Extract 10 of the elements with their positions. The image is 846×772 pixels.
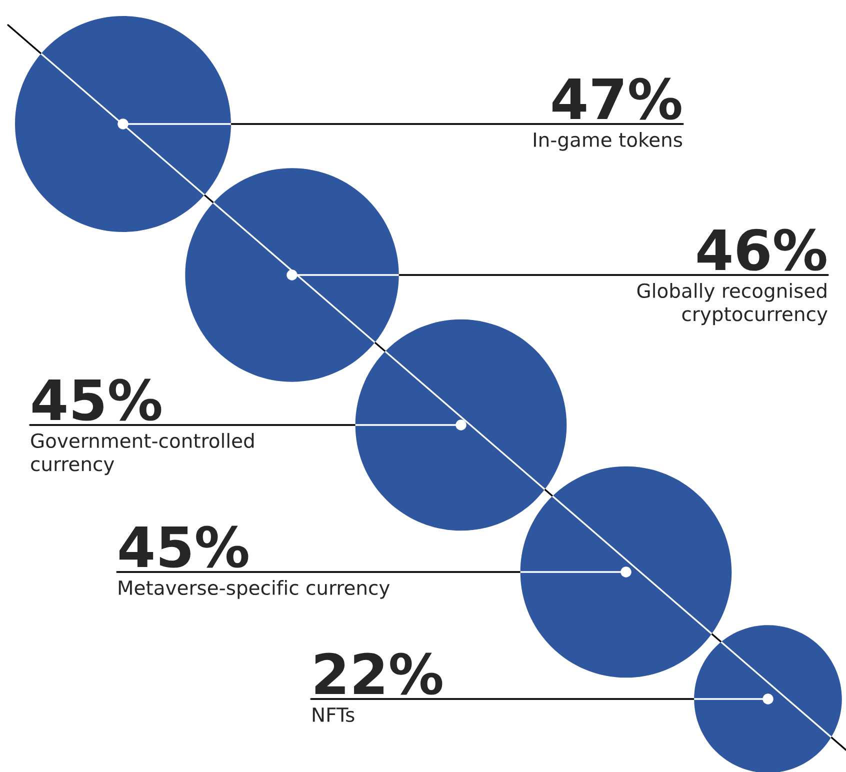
category-label: Government-controlled currency bbox=[31, 433, 254, 476]
data-label: 45% bbox=[32, 378, 162, 421]
category-label: Globally recognised cryptocurrency bbox=[637, 283, 828, 326]
data-label: 22% bbox=[315, 652, 442, 695]
data-label: 46% bbox=[698, 228, 826, 271]
category-label: NFTs bbox=[312, 708, 354, 722]
data-label: 45% bbox=[120, 526, 248, 568]
category-label: Metaverse-specific currency bbox=[118, 580, 390, 599]
data-label: 47% bbox=[552, 78, 682, 120]
category-label: In-game tokens bbox=[534, 132, 682, 151]
